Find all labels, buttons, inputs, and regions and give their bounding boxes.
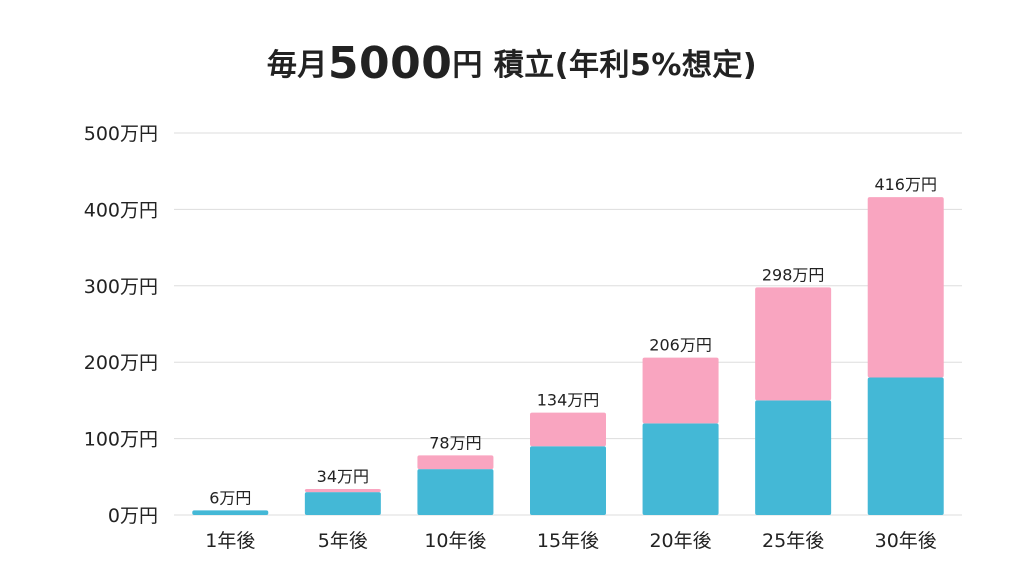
bar-total-label: 6万円 xyxy=(209,488,251,507)
grid-lines xyxy=(174,132,962,516)
bar-segment-series-2 xyxy=(530,412,606,447)
x-tick-label: 1年後 xyxy=(205,530,255,552)
x-tick-label: 10年後 xyxy=(424,530,486,552)
bar-segment-series-1 xyxy=(867,377,944,515)
bar-segment-series-1 xyxy=(192,510,269,515)
x-tick-label: 30年後 xyxy=(875,530,937,552)
bar-segment-series-2 xyxy=(867,197,944,378)
bar-segment-series-2 xyxy=(304,489,381,493)
chart-title-emphasis: 5000 xyxy=(327,38,453,89)
bar-segment-series-2 xyxy=(417,455,494,470)
x-axis-tick-labels: 1年後 5年後 10年後 15年後 20年後 25年後 30年後 xyxy=(205,530,937,552)
y-tick-label: 500万円 xyxy=(84,123,158,145)
y-tick-label: 100万円 xyxy=(84,429,158,451)
bar-segment-series-2 xyxy=(755,287,832,401)
bar-segment-series-1 xyxy=(530,446,606,515)
bar-total-label: 416万円 xyxy=(874,175,937,194)
bar-segment-series-1 xyxy=(304,492,381,515)
y-tick-label: 400万円 xyxy=(84,199,158,221)
y-axis-tick-labels: 0万円 100万円 200万円 300万円 400万円 500万円 xyxy=(84,123,158,527)
x-tick-label: 25年後 xyxy=(762,530,824,552)
bar-segment-series-1 xyxy=(417,469,494,515)
x-tick-label: 5年後 xyxy=(318,530,368,552)
bar-segment-series-1 xyxy=(642,423,719,515)
chart-title-suffix: 円 積立(年利5%想定) xyxy=(452,48,758,83)
y-tick-label: 200万円 xyxy=(84,352,158,374)
bar-total-label: 34万円 xyxy=(317,467,369,486)
x-tick-label: 20年後 xyxy=(649,530,711,552)
bar-segment-series-1 xyxy=(755,400,832,515)
bar-total-label: 134万円 xyxy=(537,391,600,410)
bar-total-label: 206万円 xyxy=(649,336,712,355)
bars xyxy=(192,197,944,515)
chart-title: 毎月5000円 積立(年利5%想定) xyxy=(0,38,1024,89)
chart-title-prefix: 毎月 xyxy=(266,48,328,83)
y-tick-label: 300万円 xyxy=(84,276,158,298)
x-tick-label: 15年後 xyxy=(537,530,599,552)
y-tick-label: 0万円 xyxy=(108,505,158,527)
bar-total-labels: 6万円 34万円 78万円 134万円 206万円 298万円 416万円 xyxy=(209,175,937,507)
bar-segment-series-2 xyxy=(642,357,719,424)
bar-total-label: 78万円 xyxy=(429,433,481,452)
bar-total-label: 298万円 xyxy=(762,265,825,284)
